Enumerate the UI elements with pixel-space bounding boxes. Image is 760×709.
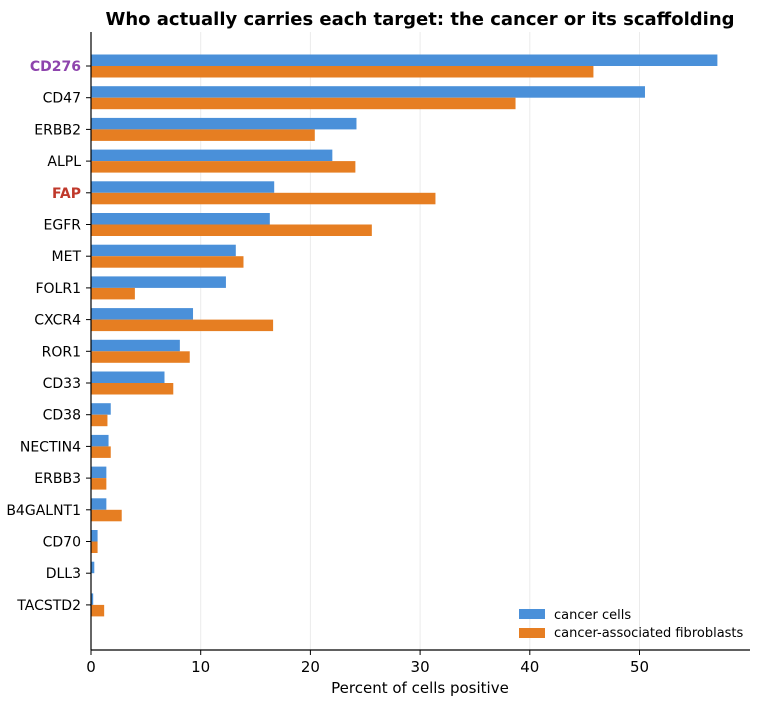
bar-fap-cancer-cells — [91, 181, 275, 193]
x-tick-label-10: 10 — [191, 658, 210, 676]
bar-cd276-cancer-cells — [91, 54, 718, 66]
y-category-label-egfr: EGFR — [44, 218, 82, 234]
x-tick-label-40: 40 — [520, 658, 539, 676]
bar-tacstd2-fibroblasts — [91, 604, 105, 617]
legend: cancer cells cancer-associated fibroblas… — [519, 608, 744, 641]
bar-b4galnt1-fibroblasts — [91, 509, 122, 522]
bar-cd33-cancer-cells — [91, 371, 165, 383]
bar-erbb2-cancer-cells — [91, 117, 357, 130]
bar-cd47-fibroblasts — [91, 97, 516, 110]
y-category-label-cd70: CD70 — [43, 535, 81, 551]
y-category-label-b4galnt1: B4GALNT1 — [6, 503, 81, 519]
bar-met-fibroblasts — [91, 256, 244, 268]
bar-egfr-cancer-cells — [91, 213, 270, 225]
x-ticks: 0 10 20 30 40 50 — [86, 650, 649, 676]
bar-alpl-cancer-cells — [91, 149, 333, 162]
bar-b4galnt1-cancer-cells — [91, 498, 107, 510]
bar-cxcr4-cancer-cells — [91, 308, 194, 320]
bar-cd38-cancer-cells — [91, 403, 111, 415]
x-axis-label: Percent of cells positive — [331, 679, 509, 697]
y-category-label-erbb2: ERBB2 — [34, 122, 81, 138]
chart-title: Who actually carries each target: the ca… — [105, 9, 734, 30]
bar-ror1-fibroblasts — [91, 351, 190, 363]
y-category-label-ror1: ROR1 — [42, 344, 81, 360]
y-category-label-nectin4: NECTIN4 — [20, 439, 81, 455]
bar-cd70-cancer-cells — [91, 530, 98, 542]
bar-cd47-cancer-cells — [91, 86, 645, 98]
legend-swatch-fibroblasts — [519, 628, 545, 638]
x-tick-label-0: 0 — [86, 658, 96, 676]
bar-nectin4-cancer-cells — [91, 434, 109, 447]
x-tick-label-50: 50 — [630, 658, 649, 676]
y-category-label-folr1: FOLR1 — [35, 281, 81, 297]
y-category-label-fap: FAP — [52, 186, 81, 202]
bar-cd70-fibroblasts — [91, 541, 98, 553]
bar-erbb3-fibroblasts — [91, 478, 107, 490]
bar-nectin4-fibroblasts — [91, 446, 111, 458]
bar-erbb2-fibroblasts — [91, 129, 315, 141]
y-category-label-cd38: CD38 — [43, 408, 81, 424]
x-tick-label-20: 20 — [301, 658, 320, 676]
y-category-label-met: MET — [52, 249, 82, 265]
bar-cxcr4-fibroblasts — [91, 319, 274, 332]
y-category-label-cd33: CD33 — [43, 376, 81, 392]
legend-label-fibroblasts: cancer-associated fibroblasts — [554, 626, 744, 641]
bar-met-cancer-cells — [91, 244, 236, 257]
bar-dll3-cancer-cells — [91, 561, 95, 574]
bar-alpl-fibroblasts — [91, 161, 356, 173]
bar-cd38-fibroblasts — [91, 414, 108, 427]
bars — [91, 54, 718, 617]
bar-cd276-fibroblasts — [91, 66, 594, 78]
x-tick-label-30: 30 — [411, 658, 430, 676]
y-category-label-cd47: CD47 — [43, 91, 81, 107]
bar-fap-fibroblasts — [91, 192, 436, 205]
bar-cd33-fibroblasts — [91, 383, 174, 395]
bar-folr1-fibroblasts — [91, 287, 135, 300]
y-category-label-erbb3: ERBB3 — [34, 471, 81, 487]
bar-erbb3-cancer-cells — [91, 466, 107, 479]
y-category-label-cd276: CD276 — [30, 59, 81, 75]
legend-swatch-cancer-cells — [519, 609, 545, 619]
bar-egfr-fibroblasts — [91, 224, 372, 236]
bar-tacstd2-cancer-cells — [91, 593, 94, 605]
y-category-label-dll3: DLL3 — [46, 566, 81, 582]
y-category-labels: CD276 CD47 ERBB2 ALPL FAP EGFR MET FOLR1 CXCR4 RO… — [6, 59, 91, 614]
bar-ror1-cancer-cells — [91, 339, 180, 352]
y-category-label-cxcr4: CXCR4 — [34, 313, 81, 329]
bar-folr1-cancer-cells — [91, 276, 226, 288]
legend-label-cancer-cells: cancer cells — [554, 608, 631, 623]
y-category-label-tacstd2: TACSTD2 — [16, 598, 81, 614]
y-category-label-alpl: ALPL — [47, 154, 81, 170]
